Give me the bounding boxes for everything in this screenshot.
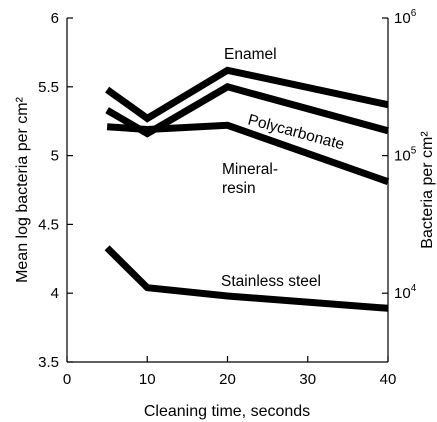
series-label-enamel: Enamel <box>224 46 277 63</box>
y2-tick-label: 105 <box>394 146 417 165</box>
y2-ticks: 104 105 106 <box>382 8 417 302</box>
y-tick-label: 6 <box>51 10 59 27</box>
y2-axis-title: Bacteria per cm² <box>419 131 436 249</box>
x-ticks: 0 10 20 30 40 <box>63 356 397 388</box>
x-tick-label: 40 <box>380 371 397 388</box>
y-tick-label: 4 <box>51 285 59 302</box>
y-tick-label: 5 <box>51 148 59 165</box>
series-label-mineral-resin-line1: Mineral- <box>222 161 278 178</box>
y-ticks: 3.5 4 4.5 5 5.5 6 <box>38 10 73 371</box>
series-lines <box>104 66 390 312</box>
series-label-stainless-steel: Stainless steel <box>221 273 321 290</box>
y-axis-title: Mean log bacteria per cm² <box>14 96 31 283</box>
series-line-mineral-resin <box>106 121 390 186</box>
x-tick-label: 10 <box>139 371 156 388</box>
series-line-stainless-steel <box>104 245 389 312</box>
y2-tick-label: 106 <box>394 8 417 27</box>
x-tick-label: 0 <box>63 371 71 388</box>
x-axis-title: Cleaning time, seconds <box>144 403 310 420</box>
x-tick-label: 20 <box>219 371 236 388</box>
y-tick-label: 4.5 <box>38 216 59 233</box>
series-line-polycarbonate <box>105 83 389 138</box>
x-tick-label: 30 <box>299 371 316 388</box>
y-tick-label: 3.5 <box>38 354 59 371</box>
series-label-mineral-resin-line2: resin <box>222 180 256 197</box>
series-line-enamel <box>105 66 389 123</box>
y-tick-label: 5.5 <box>38 79 59 96</box>
y2-tick-label: 104 <box>394 283 417 302</box>
